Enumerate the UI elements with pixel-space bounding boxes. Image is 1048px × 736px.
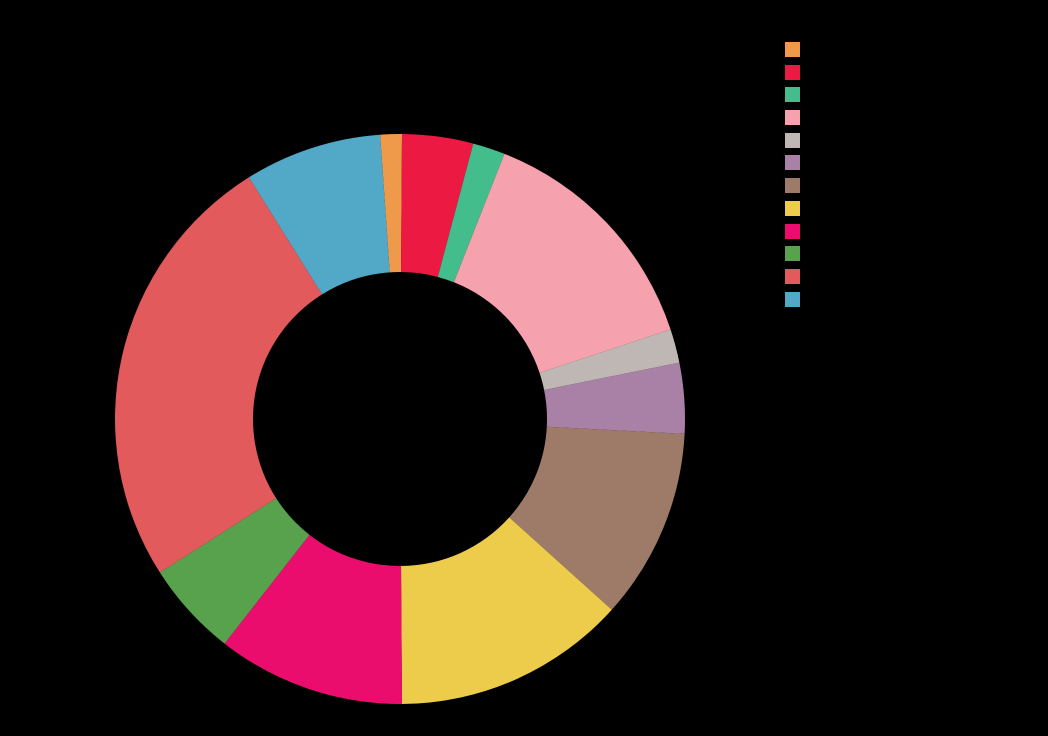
legend [785,42,800,307]
legend-item-yellow [785,200,800,216]
slice-pink [453,153,671,373]
slice-gray [539,329,680,390]
legend-item-magenta [785,223,800,239]
legend-swatch-pink [785,110,800,126]
slice-orange [380,134,402,273]
legend-swatch-brown [785,178,800,194]
legend-swatch-gray [785,132,800,148]
slice-crimson [401,134,474,277]
slice-emerald [437,143,505,283]
legend-swatch-purple [785,155,800,171]
legend-item-brown [785,178,800,194]
legend-swatch-salmon [785,268,800,284]
slice-green [159,498,310,644]
legend-item-blue [785,291,800,307]
slice-yellow [401,517,612,704]
legend-swatch-orange [785,42,800,57]
slice-blue [248,134,390,295]
slice-purple [544,362,686,434]
slice-magenta [224,534,402,704]
slice-brown [509,426,685,610]
slice-salmon [114,177,323,573]
legend-item-green [785,246,800,262]
legend-swatch-yellow [785,200,800,216]
legend-swatch-blue [785,291,800,307]
legend-swatch-emerald [785,87,800,103]
legend-item-crimson [785,64,800,80]
legend-swatch-magenta [785,223,800,239]
legend-item-orange [785,42,800,57]
legend-item-pink [785,110,800,126]
legend-item-purple [785,155,800,171]
legend-swatch-crimson [785,64,800,80]
legend-item-salmon [785,268,800,284]
legend-item-emerald [785,87,800,103]
legend-swatch-green [785,246,800,262]
legend-item-gray [785,132,800,148]
